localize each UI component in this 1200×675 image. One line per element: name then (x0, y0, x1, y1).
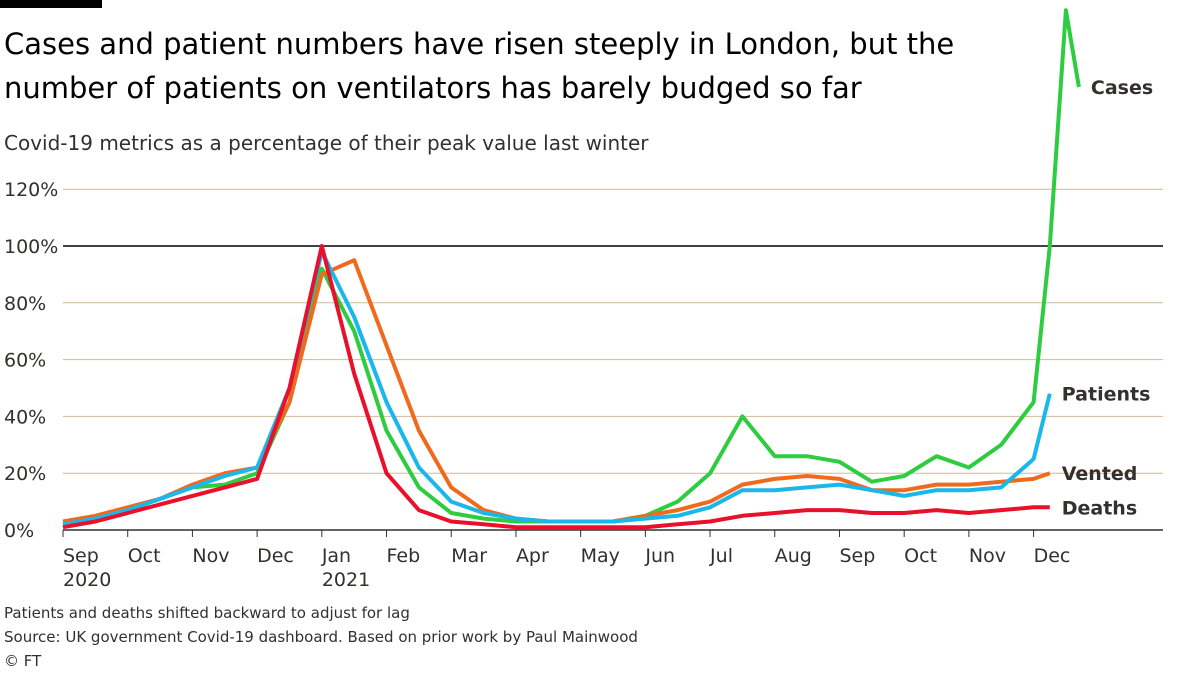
x-tick-label: May (581, 545, 620, 567)
series-line (62, 249, 1052, 527)
x-tick-label: Oct (904, 545, 937, 567)
y-tick-label: 120% (4, 179, 58, 201)
y-tick-label: 80% (4, 293, 46, 315)
series-line (62, 244, 1050, 530)
chart-subtitle: Covid-19 metrics as a percentage of thei… (4, 131, 649, 155)
x-tick-label: Oct (128, 545, 161, 567)
chart-title: Cases and patient numbers have risen ste… (4, 27, 954, 105)
y-tick-label: 0% (4, 520, 34, 542)
x-tick-label: Dec (257, 545, 294, 567)
x-tick-label: Jan (321, 545, 351, 567)
x-tick-year: 2021 (322, 569, 370, 591)
y-tick-label: 40% (4, 406, 46, 428)
x-tick-label: Nov (969, 545, 1006, 567)
x-tick-label: Sep (63, 545, 99, 567)
y-tick-label: 60% (4, 350, 46, 372)
logo-bar (0, 0, 102, 8)
x-tick-label: Dec (1034, 545, 1071, 567)
x-tick-label: Aug (775, 545, 812, 567)
series-label: Deaths (1062, 497, 1137, 519)
x-tick-label: Feb (387, 545, 421, 567)
series-label: Patients (1062, 384, 1151, 406)
y-tick-label: 100% (4, 236, 58, 258)
series-label: Vented (1062, 463, 1138, 485)
series-label: Cases (1091, 77, 1153, 99)
note: Patients and deaths shifted backward to … (4, 604, 410, 622)
x-tick-label: Jun (644, 545, 675, 567)
x-tick-label: Sep (839, 545, 875, 567)
x-tick-label: Jul (709, 545, 733, 567)
x-tick-year: 2020 (63, 569, 111, 591)
x-tick-label: Mar (451, 545, 487, 567)
x-tick-label: Nov (192, 545, 229, 567)
copyright: © FT (4, 652, 42, 670)
source: Source: UK government Covid-19 dashboard… (4, 628, 638, 646)
y-tick-label: 20% (4, 463, 46, 485)
x-tick-label: Apr (516, 545, 549, 567)
